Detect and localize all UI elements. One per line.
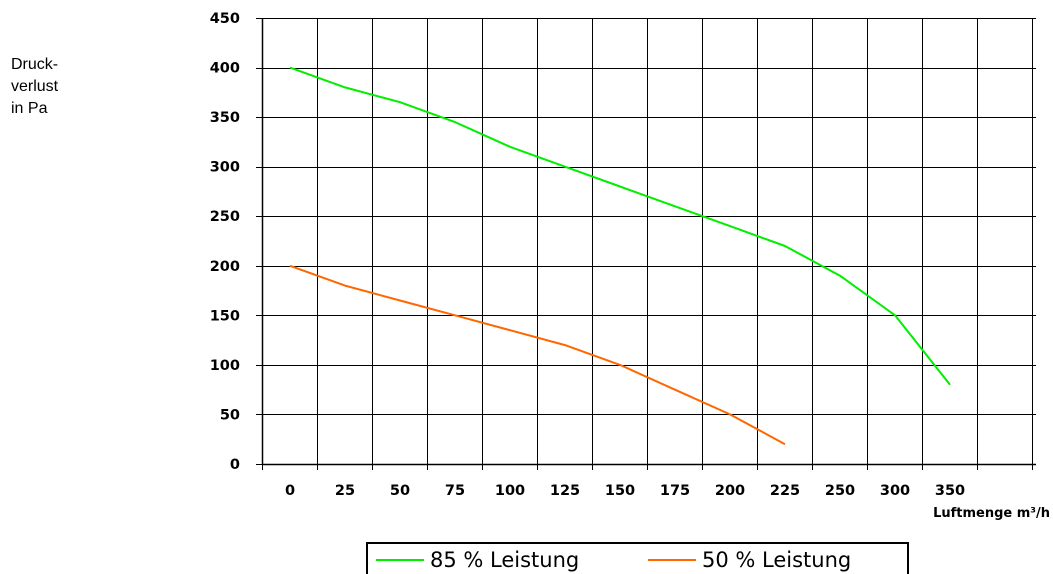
legend-label-85: 85 % Leistung <box>430 548 580 572</box>
y-tick-label: 450 <box>210 11 240 27</box>
x-tick-label: 100 <box>495 483 525 499</box>
x-tick-label: 225 <box>770 483 800 499</box>
x-tick-label: 50 <box>390 483 410 499</box>
y-tick-labels: 0 50 100 150 200 250 300 350 400 450 <box>210 11 240 473</box>
x-tick-label: 175 <box>660 483 690 499</box>
y-tick-label: 200 <box>210 259 240 275</box>
y-tick-label: 350 <box>210 110 240 126</box>
y-axis-label-line-1: Druck- <box>11 56 59 73</box>
series-line-50 <box>289 264 786 446</box>
legend-swatch-50 <box>648 559 696 561</box>
x-tick-labels: 0 25 50 75 100 125 150 175 200 225 250 300 350 <box>285 483 965 499</box>
x-tick-label: 150 <box>605 483 635 499</box>
x-tick-label: 350 <box>935 483 965 499</box>
x-tick-label: 125 <box>550 483 580 499</box>
y-axis-label-line-2: verlust <box>11 78 59 95</box>
y-tick-label: 250 <box>210 209 240 225</box>
y-tick-label: 0 <box>230 457 240 473</box>
series-lines <box>289 66 951 446</box>
x-tick-label: 250 <box>825 483 855 499</box>
legend-item-50: 50 % Leistung <box>648 548 851 572</box>
x-axis-label: Luftmenge m³/h <box>933 506 1050 521</box>
grid <box>262 18 1036 465</box>
x-tick-label: 0 <box>285 483 295 499</box>
legend: 85 % Leistung 50 % Leistung <box>366 542 909 574</box>
legend-swatch-85 <box>376 559 424 561</box>
series-line-85 <box>289 66 951 386</box>
legend-label-50: 50 % Leistung <box>702 548 852 572</box>
y-tick-label: 50 <box>220 407 240 423</box>
x-tick-label: 75 <box>445 483 465 499</box>
x-tick-label: 200 <box>715 483 745 499</box>
y-tick-label: 100 <box>210 358 240 374</box>
y-tick-label: 150 <box>210 308 240 324</box>
y-axis-label-line-3: in Pa <box>11 100 48 117</box>
axes <box>256 18 1036 470</box>
legend-item-85: 85 % Leistung <box>376 548 579 572</box>
y-tick-label: 300 <box>210 160 240 176</box>
y-tick-label: 400 <box>210 61 240 77</box>
x-tick-label: 300 <box>880 483 910 499</box>
x-tick-label: 25 <box>335 483 355 499</box>
